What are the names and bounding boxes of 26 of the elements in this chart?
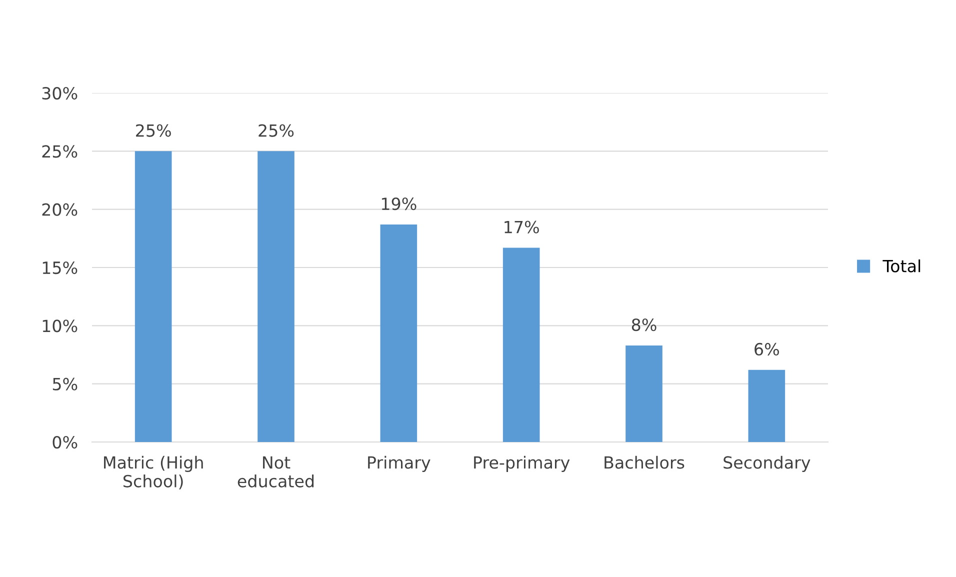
- y-tick-label: 15%: [42, 261, 78, 274]
- data-label: 19%: [382, 198, 416, 210]
- legend-label: Total: [882, 259, 920, 272]
- y-tick-label: 30%: [42, 86, 78, 100]
- x-tick-label: Pre-primary: [474, 456, 570, 472]
- bar: [502, 248, 540, 442]
- data-label: 6%: [754, 342, 779, 356]
- data-label: 25%: [258, 124, 294, 137]
- bar: [626, 345, 662, 442]
- bar: [134, 151, 172, 442]
- x-tick-label: Not educated: [238, 456, 314, 488]
- data-label: 17%: [504, 220, 539, 234]
- bar: [380, 224, 418, 442]
- y-tick-label: 20%: [42, 203, 78, 216]
- x-tick-label: Matric (High School): [104, 456, 203, 490]
- y-tick-label: 25%: [42, 145, 78, 158]
- bar: [748, 370, 786, 442]
- data-label: 25%: [136, 124, 171, 137]
- x-tick-label: Primary: [368, 456, 430, 472]
- x-tick-label: Bachelors: [604, 456, 684, 469]
- y-tick-label: 0%: [52, 436, 78, 449]
- bar: [258, 151, 294, 442]
- y-tick-label: 5%: [52, 378, 78, 390]
- data-label: 8%: [632, 318, 656, 332]
- y-tick-label: 10%: [42, 320, 78, 332]
- x-tick-label: Secondary: [724, 456, 810, 472]
